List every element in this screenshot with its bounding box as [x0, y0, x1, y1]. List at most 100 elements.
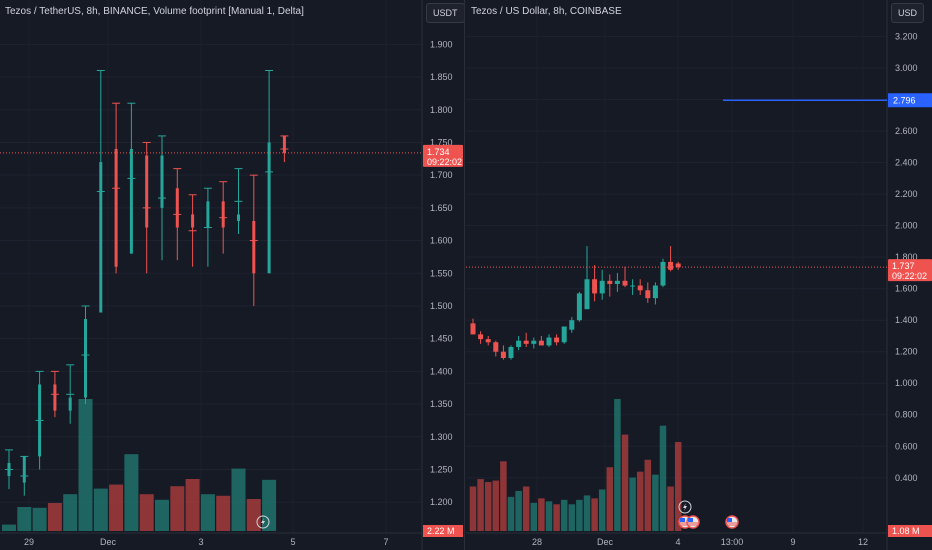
candle-body: [546, 337, 552, 346]
y-tick-label: 0.400: [895, 473, 918, 483]
candle-body: [531, 340, 537, 344]
right-chart-pane[interactable]: 3.2003.0002.8002.6002.4002.2002.0001.800…: [466, 0, 932, 550]
volume-bar: [17, 507, 32, 531]
volume-bar: [560, 499, 568, 531]
candle-body: [508, 346, 514, 359]
candle-body: [485, 339, 491, 343]
y-tick-label: 1.450: [430, 334, 453, 344]
volume-bar: [591, 498, 598, 531]
last-price-value: 1.737: [892, 261, 915, 271]
volume-tag: [423, 525, 463, 537]
volume-bar: [652, 474, 659, 531]
y-tick-label: 0.800: [895, 410, 918, 420]
candle-body: [252, 220, 256, 274]
x-tick-label: 29: [24, 537, 34, 547]
candle-body: [569, 320, 575, 330]
volume-bar: [507, 496, 515, 531]
left-currency-button[interactable]: USDT: [426, 3, 464, 23]
y-tick-label: 1.900: [430, 39, 453, 49]
y-tick-label: 1.600: [430, 236, 453, 246]
volume-bar: [598, 489, 606, 531]
candle-body: [175, 188, 179, 228]
left-chart-pane[interactable]: 1.900 1.850 1.800 1.750 1.700 1.650 1.600 1.550…: [0, 0, 465, 550]
volume-bar: [530, 502, 538, 531]
candle-body: [160, 155, 164, 208]
candle-body: [22, 456, 26, 483]
x-tick-label: 7: [383, 537, 388, 547]
candle-body: [68, 397, 72, 411]
y-tick-label: 1.250: [430, 464, 453, 474]
y-tick-label: 1.700: [430, 170, 453, 180]
candle-body: [129, 149, 133, 254]
y-tick-label: 1.550: [430, 268, 453, 278]
y-tick-label: 3.000: [895, 63, 918, 73]
volume-bar: [139, 494, 154, 531]
volume-bar: [500, 461, 507, 531]
volume-bar: [553, 504, 560, 531]
candle-body: [206, 201, 210, 228]
y-tick-label: 1.300: [430, 432, 453, 442]
y-tick-label: 1.800: [430, 105, 453, 115]
candle-body: [637, 285, 643, 291]
volume-bar: [47, 503, 62, 531]
volume-bar: [124, 454, 139, 531]
candle-body: [237, 214, 240, 221]
candle-body: [538, 340, 544, 346]
x-tick-label: 3: [198, 537, 203, 547]
volume-bar: [2, 524, 16, 531]
y-tick-label: 1.400: [430, 366, 453, 376]
right-currency-button[interactable]: USD: [891, 3, 925, 23]
volume-bar: [674, 442, 682, 531]
candle-body: [221, 201, 225, 228]
x-tick-label: 9: [790, 537, 795, 547]
volume-bar: [629, 477, 636, 531]
volume-bar: [545, 501, 553, 531]
x-tick-label: 4: [675, 537, 680, 547]
candle-body: [668, 261, 674, 270]
us-flag-canton: [680, 518, 685, 522]
last-price-tag: [888, 259, 932, 282]
us-flag-canton: [727, 518, 732, 522]
volume-bar: [538, 498, 545, 531]
candle-body: [282, 135, 286, 153]
volume-bar: [78, 399, 93, 531]
volume-bar: [522, 486, 530, 531]
x-tick-label: 28: [532, 537, 542, 547]
y-tick-label: 1.800: [895, 252, 918, 262]
y-tick-label: 1.000: [895, 378, 918, 388]
left-chart-canvas[interactable]: 1.900 1.850 1.800 1.750 1.700 1.650 1.600 1.550…: [0, 0, 465, 550]
volume-bar: [93, 488, 108, 531]
volume-bar: [568, 504, 576, 531]
horizontal-line-tag: [888, 93, 932, 108]
x-tick-label: 12: [858, 537, 868, 547]
candle-body: [516, 340, 522, 347]
y-tick-label: 0.600: [895, 441, 918, 451]
volume-bar: [216, 495, 231, 531]
candle-body: [114, 149, 118, 267]
candle-body: [191, 214, 195, 228]
right-chart-title: Tezos / US Dollar, 8h, COINBASE: [471, 6, 622, 17]
candle-body: [614, 280, 620, 284]
volume-bar: [659, 425, 667, 531]
candle-body: [523, 340, 529, 344]
y-tick-label: 3.200: [895, 32, 918, 42]
countdown-value: 09:22:02: [427, 157, 462, 167]
volume-value: 1.08 M: [892, 526, 920, 536]
volume-bar: [621, 434, 629, 531]
x-tick-label: 13:00: [721, 537, 744, 547]
volume-bar: [667, 486, 674, 531]
y-tick-label: 1.350: [430, 399, 453, 409]
candle-body: [53, 384, 57, 411]
volume-bar: [155, 499, 169, 531]
candle-body: [592, 279, 598, 294]
right-chart-canvas[interactable]: 3.2003.0002.8002.6002.4002.2002.0001.800…: [466, 0, 932, 550]
volume-value: 2.22 M: [427, 526, 455, 536]
candle-body: [652, 285, 658, 299]
volume-bar: [515, 490, 522, 531]
volume-bar: [469, 486, 477, 531]
candle-body: [599, 280, 605, 294]
candle-body: [84, 319, 87, 398]
left-chart-title: Tezos / TetherUS, 8h, BINANCE, Volume fo…: [5, 6, 304, 17]
volume-bar: [576, 499, 583, 531]
volume-bar: [200, 494, 215, 531]
